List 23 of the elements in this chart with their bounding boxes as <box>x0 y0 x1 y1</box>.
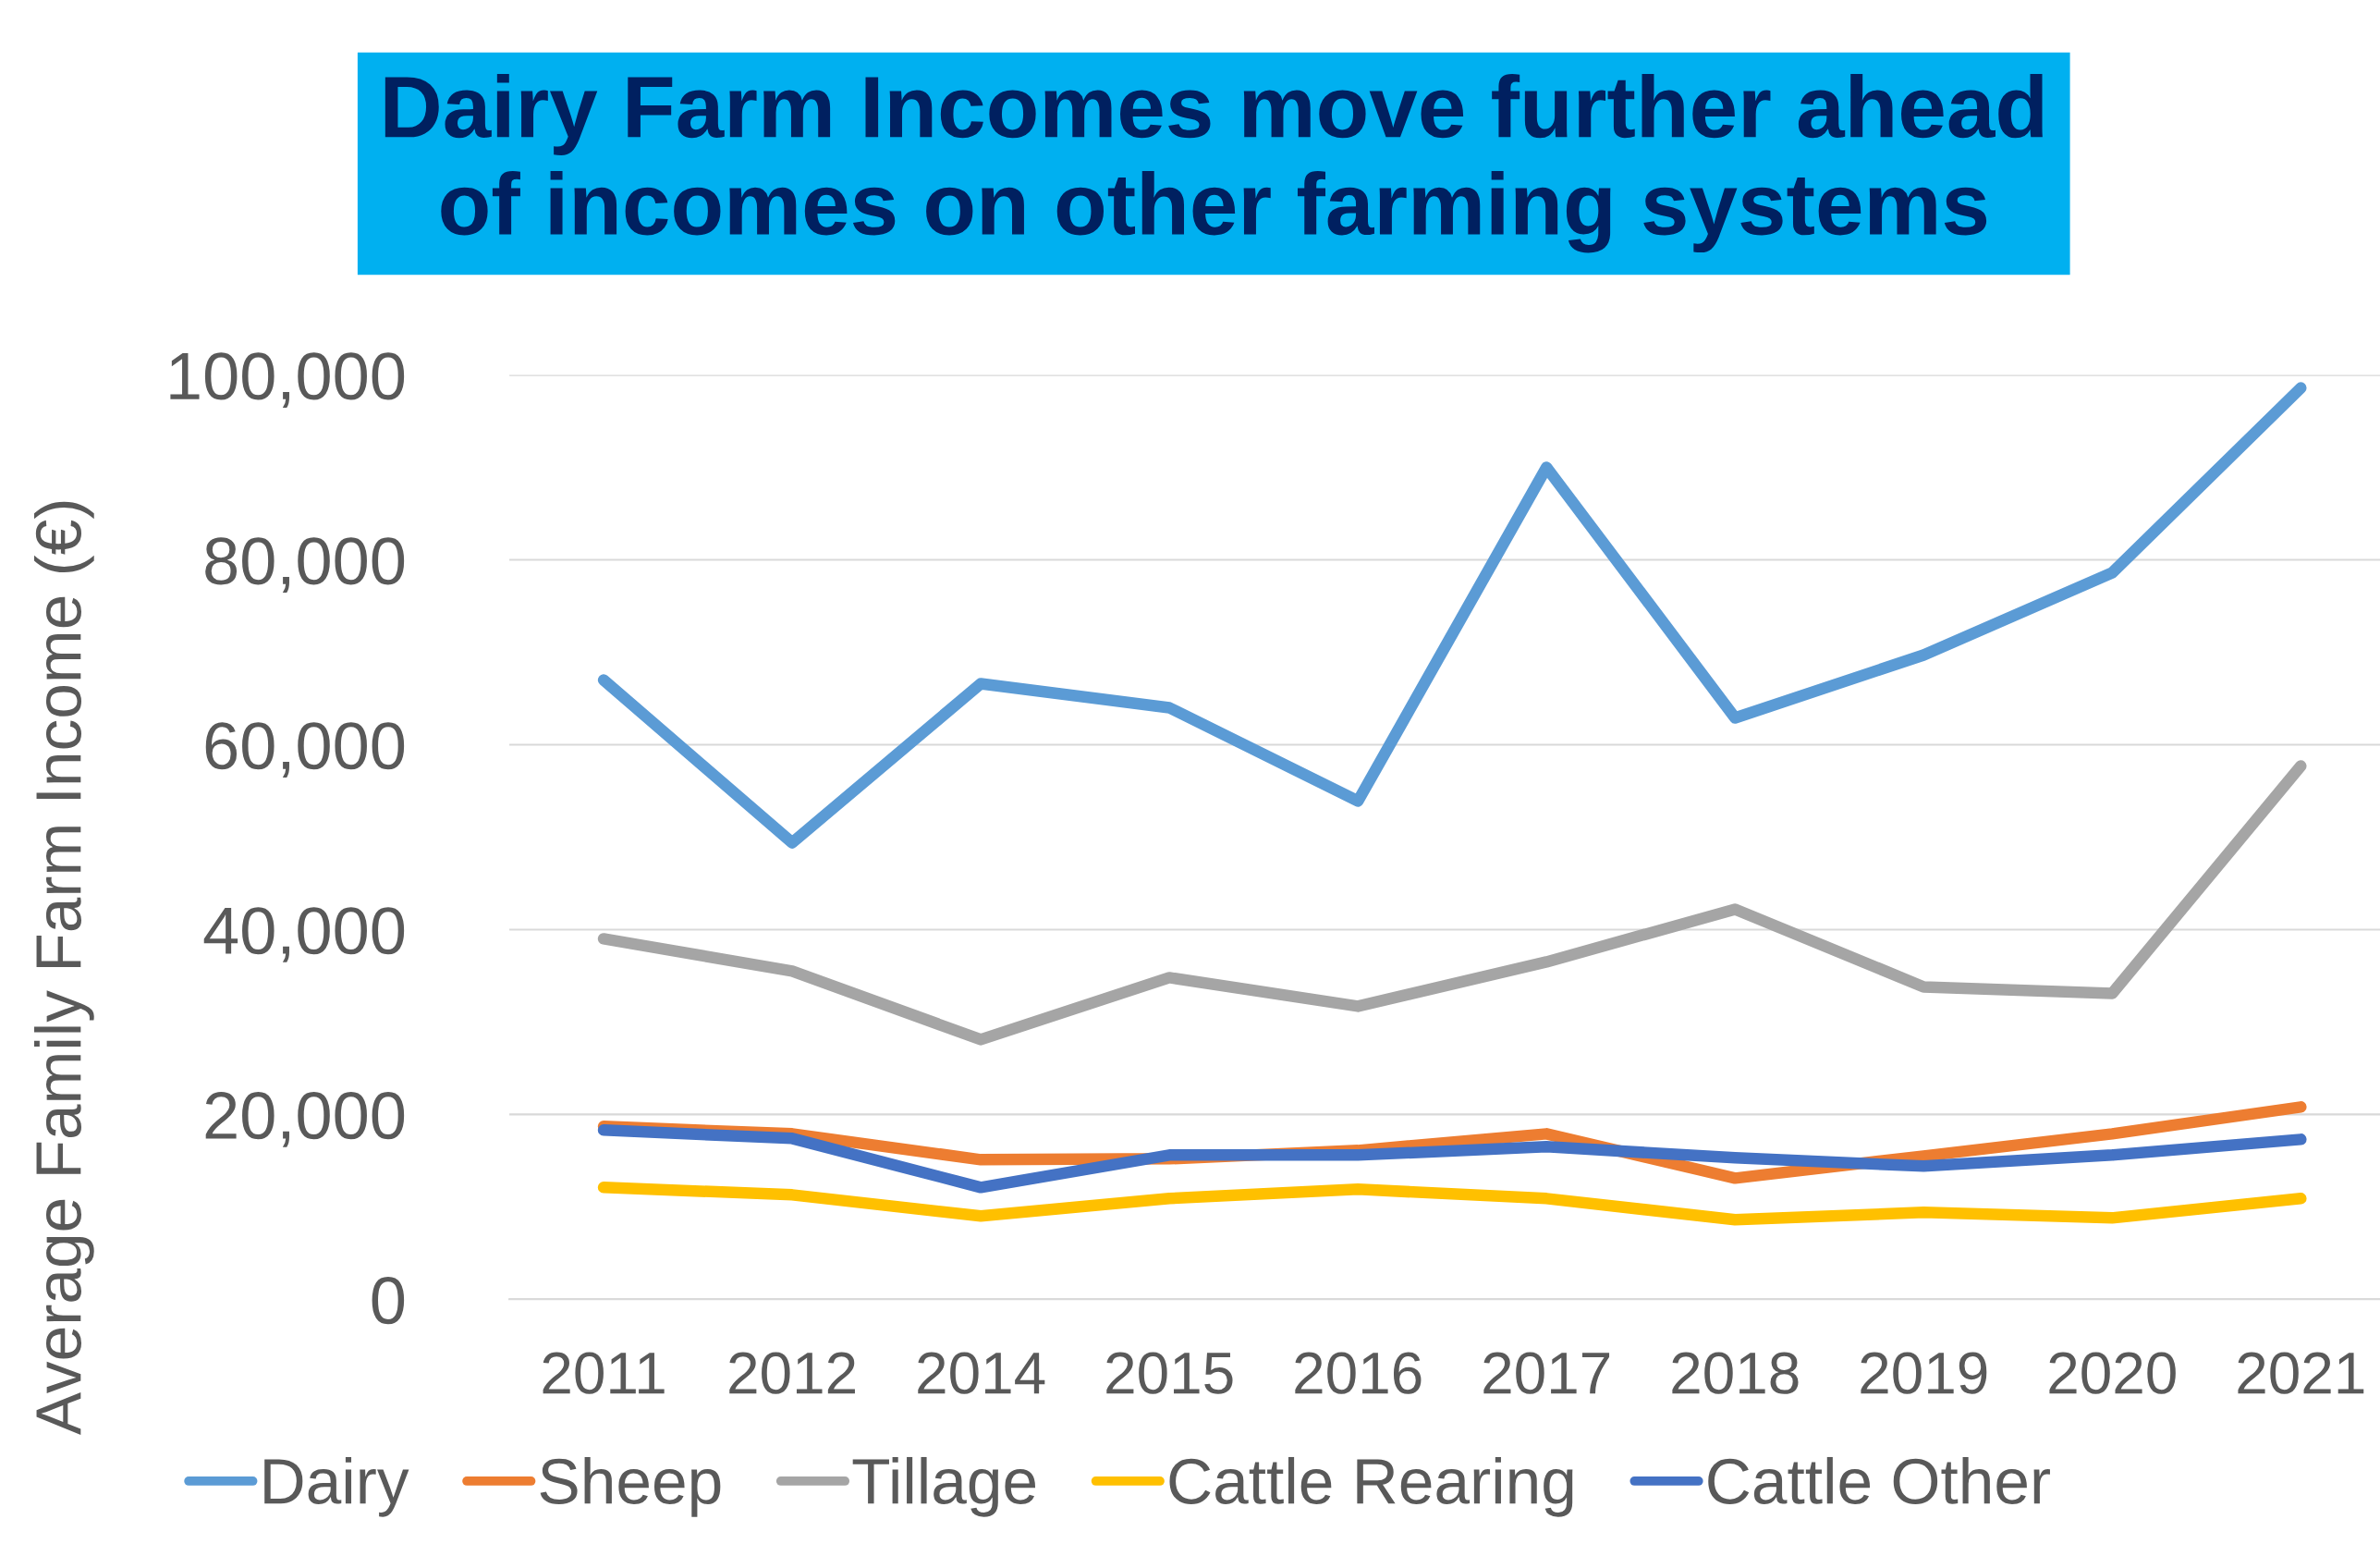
x-tick-label: 2012 <box>729 1352 855 1394</box>
x-tick-label: 2018 <box>1672 1352 1799 1394</box>
y-tick-label: 100,000 <box>170 352 405 409</box>
y-tick-label: 40,000 <box>203 907 405 962</box>
x-tick-label: 2019 <box>1861 1352 1987 1394</box>
x-tick-label: 2020 <box>2049 1352 2176 1394</box>
x-tick-label: 2014 <box>918 1352 1045 1394</box>
y-axis-title: Average Family Farm Income (€) <box>34 501 94 1436</box>
y-tick-label: 0 <box>372 1277 405 1325</box>
x-tick-label: 2011 <box>543 1352 665 1394</box>
y-tick-label: 80,000 <box>205 537 405 593</box>
x-tick-label: 2017 <box>1483 1352 1610 1394</box>
legend-label: Cattle Other <box>1708 1456 2050 1504</box>
legend-label: Dairy <box>264 1456 409 1517</box>
x-tick-label: 2016 <box>1295 1352 1422 1394</box>
x-tick-label: 2015 <box>1106 1352 1233 1394</box>
y-tick-label: 20,000 <box>205 1092 405 1147</box>
legend-label: Cattle Rearing <box>1169 1456 1573 1517</box>
chart-title: Dairy Farm Incomes move further ahead of incomes on other farming systems <box>384 73 2043 253</box>
y-tick-label: 60,000 <box>205 722 405 778</box>
legend-label: Sheep <box>540 1456 721 1517</box>
x-tick-label: 2021 <box>2238 1352 2364 1394</box>
legend-label: Tillage <box>852 1456 1036 1517</box>
